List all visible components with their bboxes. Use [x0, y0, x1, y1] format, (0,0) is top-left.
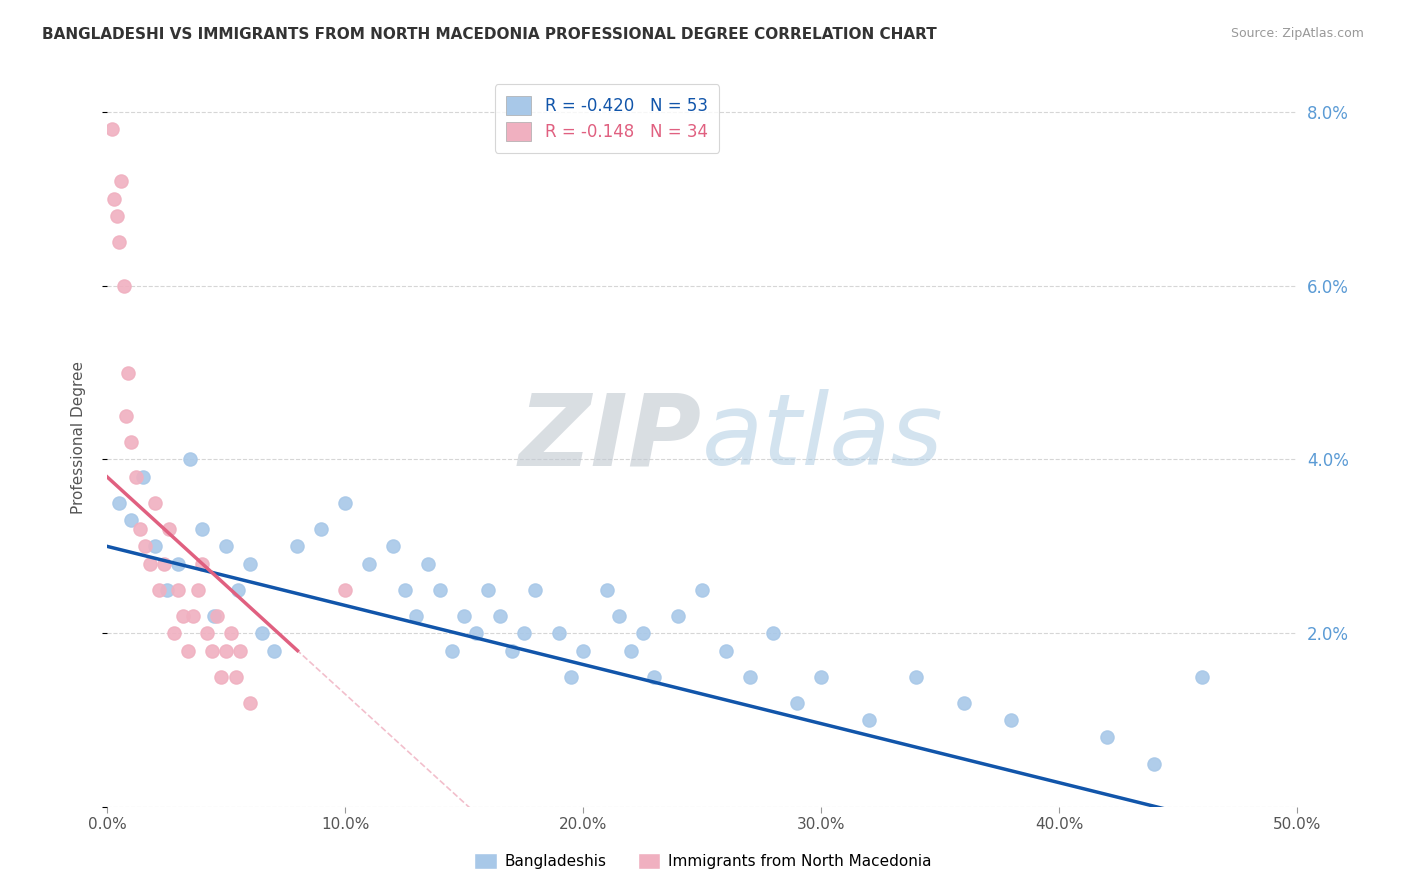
Point [132, 470, 155, 484]
Point [631, 626, 654, 640]
Point [129, 522, 152, 536]
Point [177, 643, 200, 657]
Point [263, 643, 285, 657]
Point [953, 696, 976, 710]
Legend: Bangladeshis, Immigrants from North Macedonia: Bangladeshis, Immigrants from North Mace… [468, 847, 938, 875]
Point [191, 522, 214, 536]
Point [762, 626, 785, 640]
Point [103, 192, 125, 206]
Point [163, 626, 186, 640]
Point [620, 643, 643, 657]
Point [202, 608, 225, 623]
Point [120, 435, 142, 450]
Point [596, 582, 619, 597]
Point [120, 513, 142, 527]
Point [810, 670, 832, 684]
Text: atlas: atlas [702, 389, 943, 486]
Point [215, 643, 238, 657]
Text: ZIP: ZIP [519, 389, 702, 486]
Point [181, 608, 204, 623]
Point [215, 539, 238, 553]
Point [155, 582, 177, 597]
Point [418, 557, 440, 571]
Point [1143, 756, 1166, 771]
Point [572, 643, 595, 657]
Point [287, 539, 309, 553]
Point [357, 557, 380, 571]
Point [1095, 731, 1118, 745]
Point [441, 643, 464, 657]
Point [453, 608, 475, 623]
Point [108, 496, 131, 510]
Point [607, 608, 630, 623]
Point [201, 643, 224, 657]
Point [394, 582, 416, 597]
Point [1191, 670, 1213, 684]
Point [311, 522, 333, 536]
Point [117, 366, 139, 380]
Y-axis label: Professional Degree: Professional Degree [72, 361, 86, 515]
Point [560, 670, 582, 684]
Point [429, 582, 451, 597]
Point [148, 582, 170, 597]
Point [124, 470, 146, 484]
Point [666, 608, 689, 623]
Point [858, 713, 880, 727]
Point [179, 452, 201, 467]
Point [786, 696, 808, 710]
Point [239, 696, 262, 710]
Point [167, 557, 190, 571]
Point [143, 496, 166, 510]
Point [477, 582, 499, 597]
Point [172, 608, 194, 623]
Point [501, 643, 523, 657]
Point [108, 235, 131, 250]
Point [195, 626, 218, 640]
Point [548, 626, 571, 640]
Point [191, 557, 214, 571]
Point [167, 582, 190, 597]
Point [186, 582, 208, 597]
Point [405, 608, 427, 623]
Point [105, 209, 128, 223]
Point [229, 643, 252, 657]
Point [488, 608, 510, 623]
Text: BANGLADESHI VS IMMIGRANTS FROM NORTH MACEDONIA PROFESSIONAL DEGREE CORRELATION C: BANGLADESHI VS IMMIGRANTS FROM NORTH MAC… [42, 27, 936, 42]
Point [690, 582, 713, 597]
Legend: R = -0.420   N = 53, R = -0.148   N = 34: R = -0.420 N = 53, R = -0.148 N = 34 [495, 84, 720, 153]
Point [139, 557, 162, 571]
Point [115, 409, 138, 423]
Point [157, 522, 180, 536]
Point [134, 539, 156, 553]
Point [209, 670, 232, 684]
Point [905, 670, 928, 684]
Point [465, 626, 488, 640]
Point [239, 557, 262, 571]
Point [643, 670, 665, 684]
Point [225, 670, 247, 684]
Point [738, 670, 761, 684]
Point [101, 122, 124, 136]
Point [333, 582, 356, 597]
Point [153, 557, 176, 571]
Point [110, 174, 132, 188]
Point [112, 278, 135, 293]
Point [333, 496, 356, 510]
Point [226, 582, 249, 597]
Point [205, 608, 228, 623]
Point [381, 539, 404, 553]
Point [1000, 713, 1022, 727]
Point [143, 539, 166, 553]
Point [714, 643, 737, 657]
Text: Source: ZipAtlas.com: Source: ZipAtlas.com [1230, 27, 1364, 40]
Point [250, 626, 273, 640]
Point [512, 626, 534, 640]
Point [219, 626, 242, 640]
Point [524, 582, 547, 597]
